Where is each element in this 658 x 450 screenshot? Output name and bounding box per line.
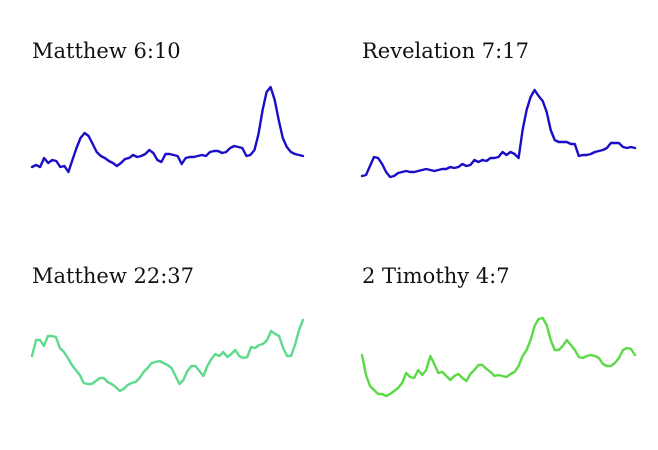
- sparkline: [360, 316, 637, 398]
- sparkline: [30, 85, 305, 174]
- chart-title: Revelation 7:17: [362, 39, 529, 63]
- sparkline: [360, 88, 637, 179]
- sparkline: [30, 318, 305, 393]
- chart-title: 2 Timothy 4:7: [362, 264, 510, 288]
- chart-title: Matthew 22:37: [32, 264, 194, 288]
- chart-title: Matthew 6:10: [32, 39, 181, 63]
